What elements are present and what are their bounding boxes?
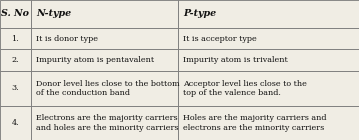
Text: Electrons are the majority carriers
and holes are the minority carriers: Electrons are the majority carriers and … [36,114,178,132]
Text: 1.: 1. [11,35,19,43]
Text: 4.: 4. [11,119,19,127]
Text: 3.: 3. [11,84,19,92]
Bar [0,49,31,71]
Text: S. No: S. No [1,9,29,18]
Bar [0,0,31,28]
Bar [178,106,359,140]
Bar [0,71,31,106]
Bar [31,71,178,106]
Bar [31,28,178,49]
Text: It is donor type: It is donor type [36,35,98,43]
Text: N-type: N-type [36,9,71,18]
Text: Impurity atom is trivalent: Impurity atom is trivalent [183,56,288,64]
Bar [0,106,31,140]
Bar [0,28,31,49]
Bar [31,0,178,28]
Bar [178,0,359,28]
Bar [178,28,359,49]
Text: P-type: P-type [183,9,216,18]
Text: Holes are the majority carriers and
electrons are the minority carriers: Holes are the majority carriers and elec… [183,114,327,132]
Text: Acceptor level lies close to the
top of the valence band.: Acceptor level lies close to the top of … [183,80,307,97]
Text: It is acceptor type: It is acceptor type [183,35,257,43]
Text: Donor level lies close to the bottom
of the conduction band: Donor level lies close to the bottom of … [36,80,180,97]
Bar [178,49,359,71]
Bar [31,49,178,71]
Text: 2.: 2. [11,56,19,64]
Bar [178,71,359,106]
Text: Impurity atom is pentavalent: Impurity atom is pentavalent [36,56,154,64]
Bar [31,106,178,140]
